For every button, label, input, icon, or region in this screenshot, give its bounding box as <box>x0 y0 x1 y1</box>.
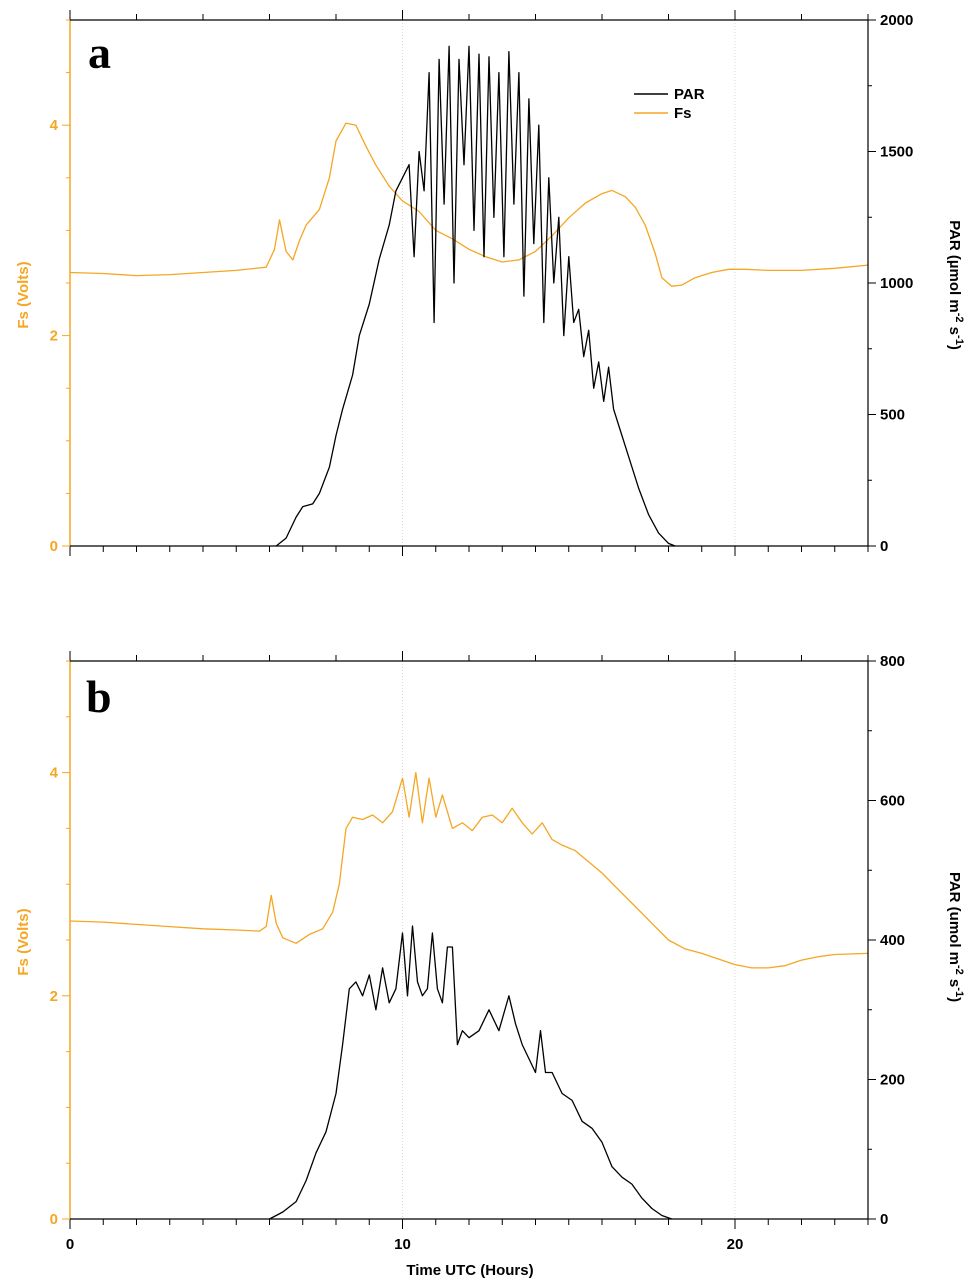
right-tick-label: 400 <box>880 932 905 949</box>
panel-a-right-title-end: ) <box>946 345 963 350</box>
panel-a: 0 2 4 0 500 1000 1500 2000 a Fs (Volts) PAR (µm… <box>15 10 965 556</box>
right-tick-label: 0 <box>880 538 888 555</box>
panel-a-right-axis-title: PAR (µmol m-2 s-1) <box>946 220 965 350</box>
x-axis-title: Time UTC (Hours) <box>406 1262 533 1279</box>
legend-fs-label: Fs <box>674 105 692 122</box>
panel-a-right-title-sup1: -2 <box>953 313 965 323</box>
panel-a-legend: PAR Fs <box>634 86 705 122</box>
right-tick-label: 1500 <box>880 144 913 161</box>
right-tick-label: 1000 <box>880 275 913 292</box>
legend-par-label: PAR <box>674 86 705 103</box>
panel-a-right-title-sup2: -1 <box>953 335 965 345</box>
series-fs-line <box>69 771 869 969</box>
panel-b-right-axis-title: PAR (umol m-2 s-1) <box>946 872 965 1002</box>
left-tick-label: 4 <box>50 117 59 134</box>
panel-b-left-axis-title: Fs (Volts) <box>15 908 32 975</box>
panel-b-right-title-main: PAR (umol m <box>946 872 963 965</box>
right-tick-label: 0 <box>880 1211 888 1228</box>
panel-b-letter: b <box>86 671 112 722</box>
left-tick-label: 0 <box>50 538 58 555</box>
x-tick-label: 20 <box>727 1236 744 1253</box>
right-tick-label: 500 <box>880 407 905 424</box>
right-tick-label: 800 <box>880 653 905 670</box>
panel-b-lines <box>69 771 869 1220</box>
panel-a-axes: 0 2 4 0 500 1000 1500 2000 <box>50 10 913 556</box>
panel-a-lines <box>69 45 869 547</box>
panel-b-right-title-end: ) <box>946 997 963 1002</box>
panel-b-right-title-mid: s <box>946 975 963 988</box>
x-tick-label: 0 <box>66 1236 74 1253</box>
left-tick-label: 2 <box>50 988 58 1005</box>
left-tick-label: 0 <box>50 1211 58 1228</box>
series-par-line <box>275 45 676 547</box>
x-tick-label: 10 <box>394 1236 411 1253</box>
left-tick-label: 4 <box>50 765 59 782</box>
panel-a-letter: a <box>88 27 111 78</box>
right-tick-label: 600 <box>880 793 905 810</box>
right-tick-label: 200 <box>880 1072 905 1089</box>
panel-b-right-title-sup2: -1 <box>953 987 965 997</box>
series-fs-line <box>69 122 869 287</box>
panel-a-right-title-mid: s <box>946 323 963 336</box>
panel-a-grid <box>402 20 736 546</box>
panel-b-right-title-sup1: -2 <box>953 965 965 975</box>
left-tick-label: 2 <box>50 328 58 345</box>
series-par-line <box>269 925 673 1220</box>
right-tick-label: 2000 <box>880 12 913 29</box>
panel-a-right-title-main: PAR (µmol m <box>946 220 963 313</box>
panel-a-left-axis-title: Fs (Volts) <box>15 261 32 328</box>
panel-b-grid <box>402 661 736 1219</box>
